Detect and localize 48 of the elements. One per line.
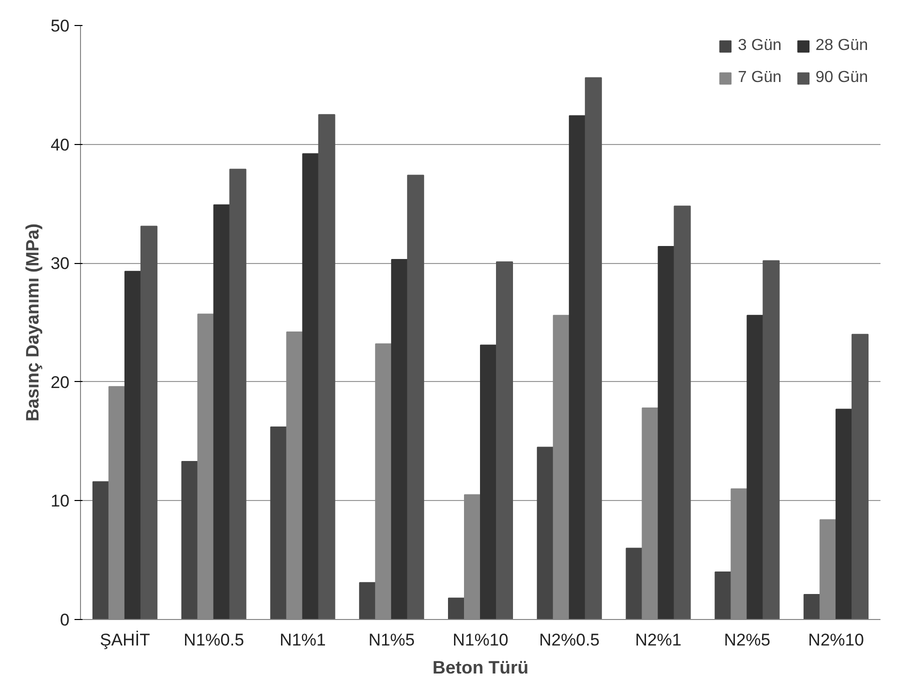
x-tick-label: N1%10	[452, 630, 508, 650]
y-tick-label: 50	[50, 16, 70, 36]
bar	[448, 598, 465, 620]
bar	[213, 204, 230, 620]
bar	[836, 408, 853, 620]
x-tick-label: N2%10	[808, 630, 864, 650]
y-axis-title: Basınç Dayanımı (MPa)	[22, 223, 43, 422]
legend-label: 28 Gün	[816, 37, 868, 55]
bar	[181, 460, 198, 620]
x-tick-label: N1%0.5	[184, 630, 244, 650]
x-tick-label: ŞAHİT	[100, 630, 150, 650]
x-tick-label: N2%0.5	[539, 630, 600, 650]
bar	[762, 260, 780, 620]
legend-label: 3 Gün	[738, 37, 782, 55]
legend-label: 7 Gün	[738, 69, 782, 87]
bar	[536, 446, 554, 620]
y-tick-label: 20	[50, 372, 70, 392]
bar	[568, 115, 586, 620]
bar	[658, 246, 675, 620]
legend-label: 90 Gün	[816, 69, 868, 87]
bar	[626, 548, 643, 620]
bar	[480, 344, 497, 620]
bar	[318, 114, 336, 620]
bar	[407, 174, 424, 620]
x-tick-label: N2%1	[635, 630, 682, 650]
bar	[714, 571, 732, 620]
bar	[270, 426, 288, 620]
x-tick-label: N1%5	[368, 630, 415, 650]
bar	[140, 226, 158, 620]
bar	[584, 77, 602, 620]
y-tick-label: 40	[50, 135, 70, 154]
bar	[302, 153, 320, 620]
bar	[124, 270, 142, 620]
bar	[229, 168, 246, 620]
x-axis-title: Beton Türü	[432, 658, 529, 678]
y-tick-label: 10	[50, 492, 70, 511]
x-tick-label: N1%1	[280, 630, 326, 650]
bar	[92, 481, 110, 620]
bar	[674, 206, 691, 620]
y-tick-label: 0	[60, 610, 70, 630]
bar	[359, 582, 376, 620]
bar	[804, 594, 821, 620]
bar	[391, 259, 408, 620]
bar	[496, 261, 513, 620]
bar	[852, 334, 869, 620]
y-tick-label: 30	[50, 254, 70, 274]
x-tick-label: N2%5	[724, 630, 770, 650]
bar	[746, 314, 764, 620]
